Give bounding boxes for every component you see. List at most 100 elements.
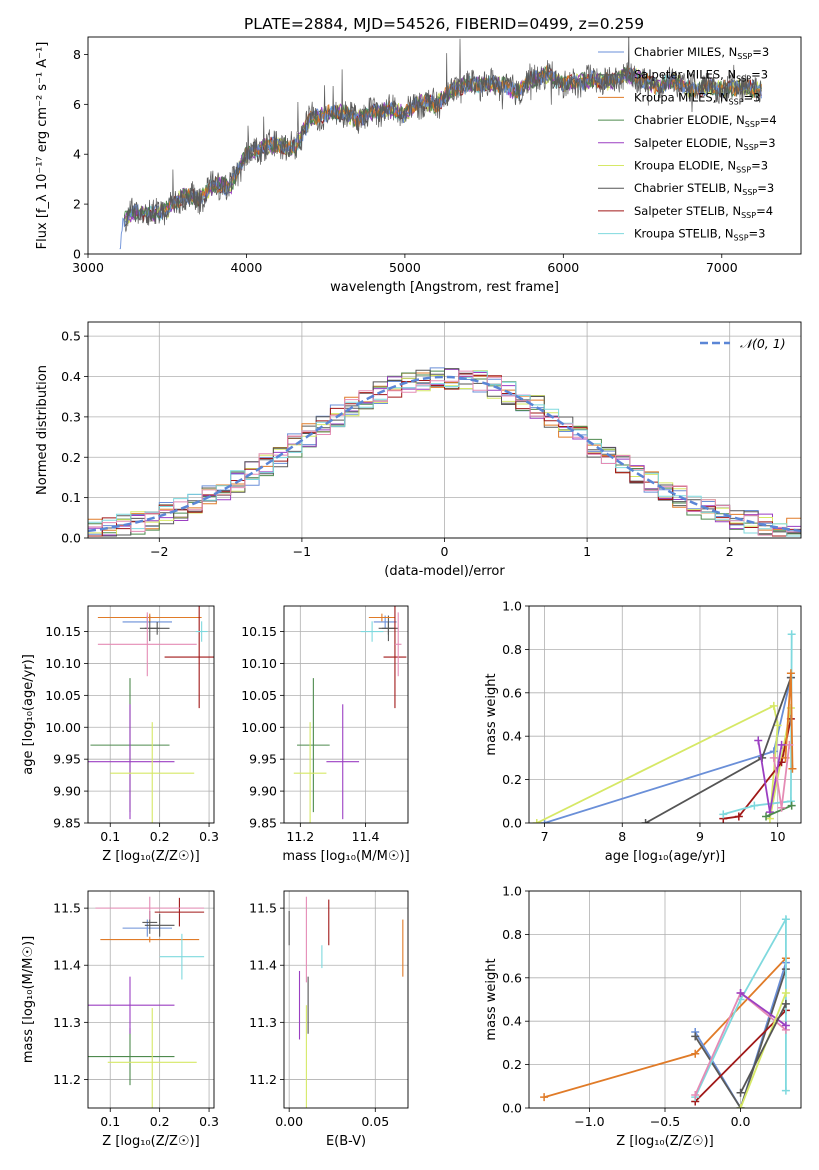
y-tick-label: 2 [73, 197, 81, 212]
legend-label-main: Salpeter STELIB, N [634, 204, 741, 218]
weight-marker [787, 801, 796, 810]
weight-marker [777, 803, 786, 812]
legend-label: Kroupa ELODIE, NSSP=3 [634, 159, 768, 175]
weight-marker [781, 1086, 790, 1095]
weight-marker [691, 1049, 700, 1058]
y-tick-label: 9.95 [249, 752, 277, 767]
legend-label: Chabrier MILES, NSSP=3 [634, 45, 769, 61]
x-axis-label: mass [log₁₀(M/M☉)] [282, 849, 409, 864]
weight-series [723, 634, 793, 816]
x-axis-label: E(B-V) [326, 1134, 366, 1149]
y-tick-label: 0.8 [502, 642, 522, 657]
legend-label-suffix: =3 [752, 45, 769, 59]
y-tick-label: 0.6 [502, 685, 522, 700]
y-tick-label: 11.5 [53, 901, 81, 916]
y-tick-label: 9.85 [249, 816, 277, 831]
x-tick-label: 0.1 [100, 1114, 120, 1129]
legend-label-suffix: =3 [759, 136, 776, 150]
legend-label: Kroupa STELIB, NSSP=3 [634, 227, 765, 243]
y-tick-label: 10.00 [241, 720, 277, 735]
legend-label-suffix: =4 [760, 113, 777, 127]
weight-marker [769, 753, 778, 762]
x-tick-label: 1 [583, 544, 591, 559]
y-tick-label: 11.4 [249, 958, 277, 973]
weight-marker [641, 819, 650, 823]
legend-label-sub: SSP [742, 188, 757, 197]
weight-marker [736, 988, 745, 997]
axes-frame [528, 605, 802, 824]
legend-label-main: Kroupa STELIB, N [634, 227, 734, 241]
x-tick-label: 0.00 [275, 1114, 303, 1129]
y-tick-label: 0.2 [61, 450, 81, 465]
y-axis-label: mass weight [484, 673, 499, 755]
y-tick-label: 11.3 [249, 1015, 277, 1030]
legend-label-suffix: =3 [744, 90, 761, 104]
legend-label: Salpeter MILES, NSSP=3 [634, 68, 768, 84]
weight-marker [781, 915, 790, 924]
spectrum-panel: 3000 4000 5000 6000 7000 0 2 4 6 8 wavelength [Ang… [35, 36, 802, 295]
x-tick-label: −2 [150, 544, 168, 559]
x-tick-label: 4000 [231, 260, 263, 275]
y-tick-label: 0.0 [502, 1101, 522, 1116]
x-tick-label: 0.3 [199, 829, 219, 844]
legend-label-sub: SSP [729, 97, 744, 106]
weight-marker [788, 764, 797, 773]
legend-label-main: Chabrier ELODIE, N [634, 113, 745, 127]
weight-marker [691, 1032, 700, 1041]
weight-series [739, 992, 787, 1108]
weight-series [739, 1003, 787, 1094]
weight-series [694, 1009, 787, 1103]
legend-label-main: Salpeter MILES, N [634, 68, 736, 82]
y-axis-label: Flux [f_λ 10⁻¹⁷ erg cm⁻² s⁻¹ A⁻¹] [35, 42, 50, 250]
mass-vs-EBV-panel: 0.00 0.05 11.2 11.3 11.4 11.5 E(B-V) [249, 890, 409, 1149]
weight-marker [734, 812, 743, 821]
y-tick-label: 1.0 [502, 884, 522, 899]
legend-label-suffix: =3 [757, 181, 774, 195]
legend-label-main: Chabrier MILES, N [634, 45, 737, 59]
weight-marker [754, 736, 763, 745]
x-tick-label: −1.0 [574, 1114, 604, 1129]
weight-series [694, 962, 787, 1108]
y-tick-label: 0.2 [502, 1057, 522, 1072]
x-axis-label: Z [log₁₀(Z/Z☉)] [616, 1134, 713, 1149]
y-tick-label: 10.15 [45, 624, 81, 639]
x-tick-label: 7 [541, 829, 549, 844]
x-tick-label: 2 [726, 544, 734, 559]
y-tick-label: 9.95 [53, 752, 81, 767]
errorbars [293, 606, 407, 823]
x-tick-label: 0 [441, 544, 449, 559]
legend-label-main: Kroupa MILES, N [634, 90, 729, 104]
x-tick-label: 9 [696, 829, 704, 844]
x-axis-label: Z [log₁₀(Z/Z☉)] [102, 849, 199, 864]
weight-marker [777, 740, 786, 749]
y-tick-label: 0.1 [61, 490, 81, 505]
y-tick-label: 0.0 [502, 816, 522, 831]
histogram-series [88, 370, 801, 538]
y-tick-label: 0 [73, 247, 81, 262]
y-tick-label: 9.85 [53, 816, 81, 831]
legend-label: 𝒩(0, 1) [740, 336, 786, 351]
figure-title: PLATE=2884, MJD=54526, FIBERID=0499, z=0… [244, 15, 644, 33]
legend-label-sub: SSP [745, 120, 760, 129]
x-tick-label: −0.5 [650, 1114, 680, 1129]
legend-label-sub: SSP [741, 211, 756, 220]
gaussian-curve [88, 375, 801, 533]
y-axis-label: mass [log₁₀(M/M☉)] [21, 936, 36, 1063]
age-vs-Z-panel: 0.1 0.2 0.3 9.85 9.90 9.95 10.00 10.05 10.10 10.1… [21, 605, 219, 864]
weight-marker [762, 812, 771, 821]
y-tick-label: 0.6 [502, 970, 522, 985]
histogram-series [88, 368, 801, 538]
y-axis-label: mass weight [484, 958, 499, 1040]
x-tick-label: 7000 [706, 260, 738, 275]
y-tick-label: 11.4 [53, 958, 81, 973]
y-tick-label: 6 [73, 97, 81, 112]
weight-marker [773, 721, 782, 730]
y-tick-label: 0.2 [502, 772, 522, 787]
x-axis-label: Z [log₁₀(Z/Z☉)] [102, 1134, 199, 1149]
x-tick-label: 0.3 [199, 1114, 219, 1129]
weight-vs-Z-panel: −1.0 −0.5 0.0 0.0 0.2 0.4 0.6 0.8 1.0 Z [log₁₀(Z/… [484, 884, 802, 1149]
weight-marker [736, 1088, 745, 1097]
axes-frame [283, 605, 409, 824]
y-tick-label: 10.10 [241, 656, 277, 671]
